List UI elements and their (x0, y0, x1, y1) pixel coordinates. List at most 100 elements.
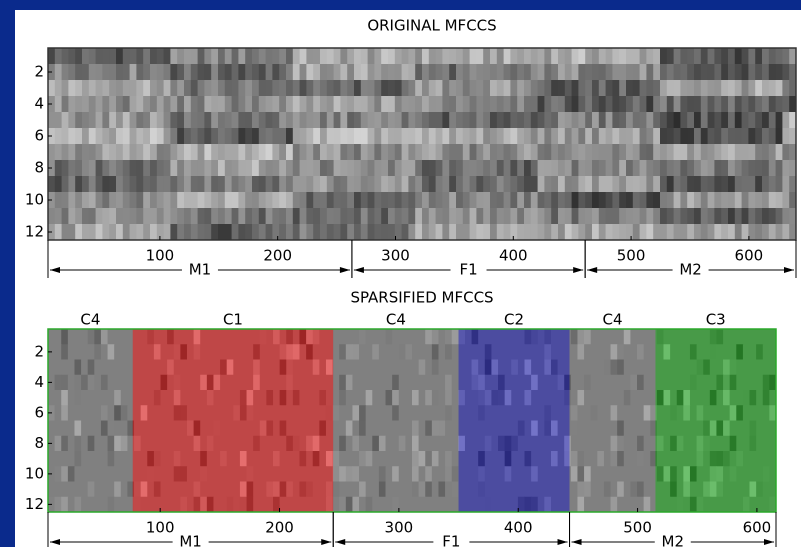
heatmap-cell (708, 48, 715, 65)
heatmap-cell (306, 224, 313, 241)
heatmap-cell (524, 208, 531, 225)
heatmap-cell (524, 64, 531, 81)
heatmap-cell (531, 80, 538, 97)
heatmap-cell (143, 144, 150, 161)
heatmap-cell (415, 64, 422, 81)
heatmap-cell (388, 112, 395, 129)
heatmap-cell (388, 96, 395, 113)
heatmap-cell (721, 176, 728, 193)
heatmap-cell (286, 224, 293, 241)
heatmap-cell (313, 128, 320, 145)
heatmap-cell (776, 144, 783, 161)
heatmap-cell (238, 144, 245, 161)
heatmap-cell (490, 224, 497, 241)
heatmap-cell (517, 208, 524, 225)
heatmap-cell (218, 80, 225, 97)
heatmap-cell (470, 128, 477, 145)
x-tick-label: 300 (381, 247, 410, 265)
heatmap-cell (109, 176, 116, 193)
heatmap-cell (130, 208, 137, 225)
heatmap-cell (660, 144, 667, 161)
heatmap-cell (599, 208, 606, 225)
heatmap-cell (599, 144, 606, 161)
heatmap-cell (483, 160, 490, 177)
heatmap-cell (334, 112, 341, 129)
heatmap-cell (762, 48, 769, 65)
heatmap-cell (538, 176, 545, 193)
heatmap-cell (150, 128, 157, 145)
heatmap-cell (130, 144, 137, 161)
heatmap-cell (585, 128, 592, 145)
x-tick-label: 100 (146, 247, 175, 265)
heatmap-cell (708, 64, 715, 81)
heatmap-cell (415, 128, 422, 145)
heatmap-cell (776, 128, 783, 145)
heatmap-cell (714, 96, 721, 113)
heatmap-cell (164, 48, 171, 65)
heatmap-cell (327, 112, 334, 129)
heatmap-cell (402, 144, 409, 161)
heatmap-cell (585, 48, 592, 65)
heatmap-cell (687, 160, 694, 177)
heatmap-cell (102, 208, 109, 225)
heatmap-cell (782, 96, 789, 113)
heatmap-cell (633, 176, 640, 193)
heatmap-cell (272, 96, 279, 113)
heatmap-cell (660, 192, 667, 209)
heatmap-cell (313, 48, 320, 65)
figure: ORIGINAL MFCCS24681012100200300400500600… (0, 0, 801, 547)
heatmap-cell (177, 176, 184, 193)
heatmap-cell (565, 80, 572, 97)
heatmap-cell (653, 208, 660, 225)
heatmap-cell (531, 96, 538, 113)
heatmap-cell (524, 112, 531, 129)
heatmap-cell (408, 64, 415, 81)
heatmap-cell (497, 208, 504, 225)
heatmap-cell (252, 224, 259, 241)
heatmap-cell (708, 112, 715, 129)
heatmap-cell (177, 64, 184, 81)
heatmap-cell (531, 48, 538, 65)
heatmap-cell (551, 176, 558, 193)
segment-label: F1 (442, 533, 460, 547)
heatmap-cell (374, 48, 381, 65)
heatmap-cell (306, 48, 313, 65)
heatmap-cell (191, 112, 198, 129)
heatmap-cell (143, 96, 150, 113)
heatmap-cell (721, 160, 728, 177)
heatmap-cell (402, 48, 409, 65)
heatmap-cell (674, 96, 681, 113)
heatmap-cell (742, 160, 749, 177)
heatmap-cell (150, 64, 157, 81)
heatmap-cell (408, 80, 415, 97)
heatmap-cell (436, 64, 443, 81)
x-tick-label: 400 (504, 519, 533, 537)
heatmap-cell (504, 176, 511, 193)
heatmap-cell (762, 64, 769, 81)
heatmap-cell (327, 208, 334, 225)
heatmap-cell (184, 192, 191, 209)
heatmap-cell (565, 128, 572, 145)
heatmap-cell (626, 128, 633, 145)
heatmap-cell (497, 192, 504, 209)
heatmap-cell (490, 128, 497, 145)
heatmap-cell (313, 80, 320, 97)
heatmap-cell (245, 64, 252, 81)
heatmap-cell (327, 192, 334, 209)
heatmap-cell (483, 112, 490, 129)
heatmap-cell (408, 176, 415, 193)
heatmap-cell (68, 96, 75, 113)
x-tick-label: 200 (265, 519, 294, 537)
heatmap-cell (340, 48, 347, 65)
heatmap-cell (782, 48, 789, 65)
heatmap-cell (667, 48, 674, 65)
heatmap-cell (558, 64, 565, 81)
heatmap-cell (728, 176, 735, 193)
heatmap-cell (558, 80, 565, 97)
heatmap-cell (578, 64, 585, 81)
heatmap-cell (395, 160, 402, 177)
heatmap-cell (694, 80, 701, 97)
heatmap-cell (483, 144, 490, 161)
heatmap-cell (782, 176, 789, 193)
heatmap-cell (313, 96, 320, 113)
